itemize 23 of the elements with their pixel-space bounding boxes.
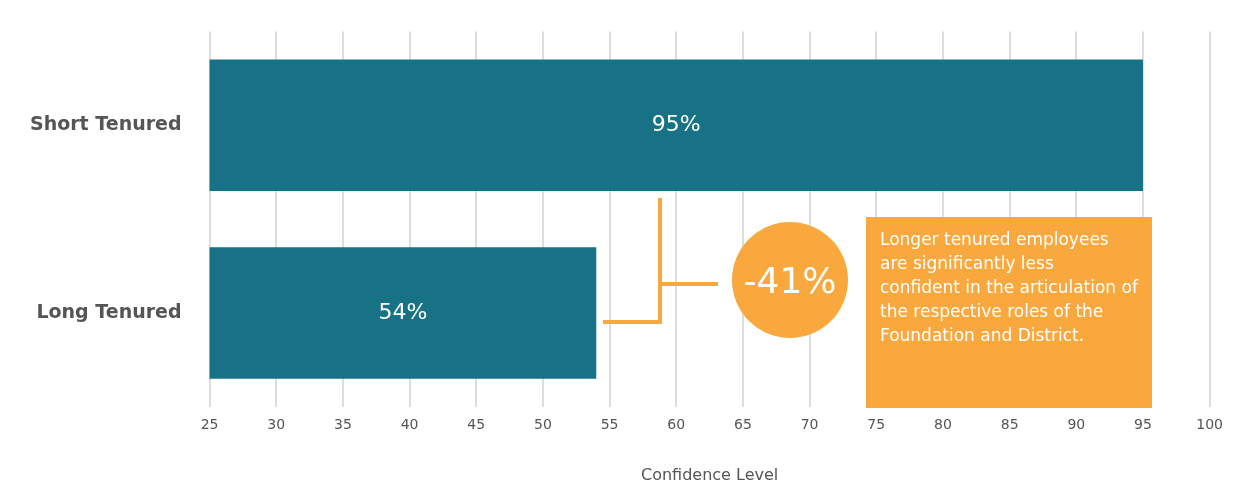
data-label: 95% xyxy=(651,111,701,137)
x-tick-label: 80 xyxy=(934,416,952,433)
y-tick-label: Short Tenured xyxy=(29,112,182,135)
x-tick-label: 100 xyxy=(1196,416,1224,433)
x-tick-label: 25 xyxy=(200,416,219,433)
x-tick-label: 65 xyxy=(734,416,752,433)
x-tick-label: 55 xyxy=(600,416,619,433)
x-axis-title: Confidence Level xyxy=(640,464,779,484)
x-tick-label: 95 xyxy=(1134,416,1152,433)
y-tick-label: Long Tenured xyxy=(36,300,182,323)
circle-badge: -41% xyxy=(732,222,848,338)
callout-box: Longer tenured employees are significantly less confident in the articulation of the respective roles of the Foundation and District. xyxy=(866,217,1152,408)
x-tick-label: 85 xyxy=(1000,416,1019,433)
data-label: 54% xyxy=(378,298,428,324)
x-tick-label: 90 xyxy=(1067,416,1086,433)
x-tick-label: 40 xyxy=(400,416,419,433)
x-tick-label: 70 xyxy=(800,416,819,433)
x-tick-label: 35 xyxy=(333,416,352,433)
x-tick-label: 45 xyxy=(467,416,486,433)
x-tick-label: 60 xyxy=(667,416,686,433)
x-tick-label: 75 xyxy=(867,416,886,433)
x-tick-label: 50 xyxy=(534,416,552,433)
x-tick-label: 30 xyxy=(267,416,286,433)
